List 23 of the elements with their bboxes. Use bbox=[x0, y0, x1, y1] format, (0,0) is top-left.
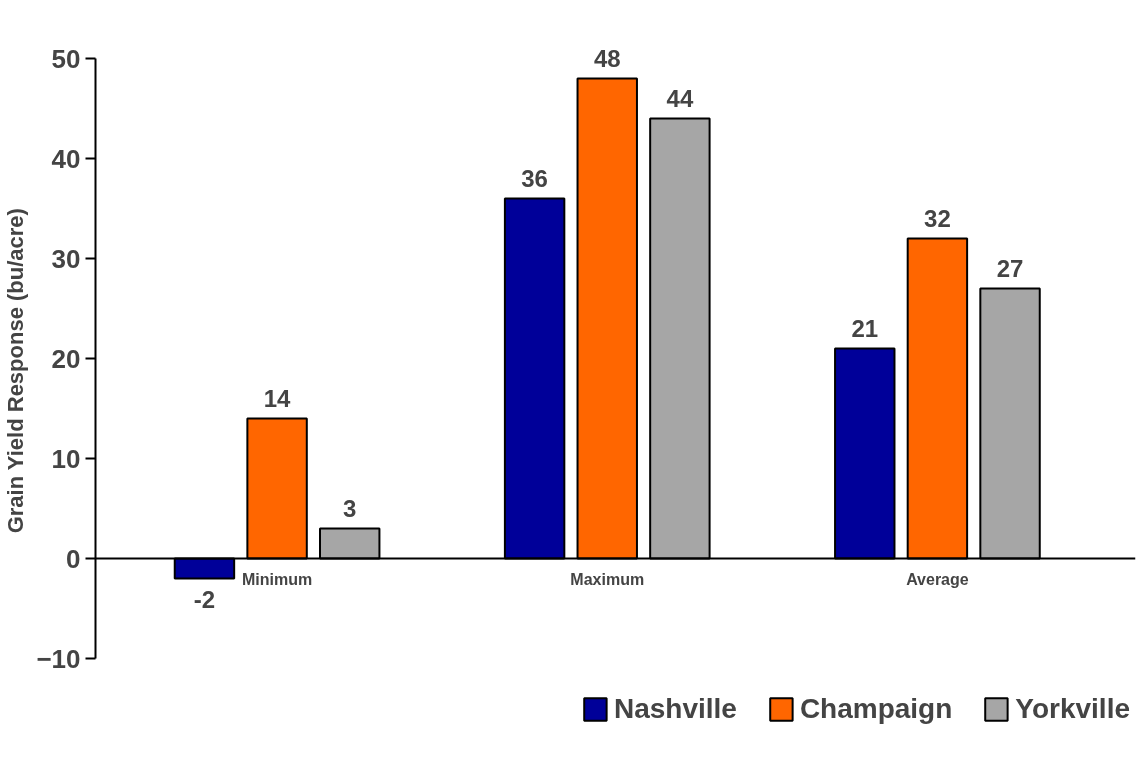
data-label: 14 bbox=[263, 384, 292, 412]
data-label: 27 bbox=[996, 254, 1024, 282]
y-tick-label: 10 bbox=[51, 443, 81, 474]
y-tick-label: 50 bbox=[51, 43, 81, 74]
y-tick-label: −10 bbox=[36, 643, 81, 674]
x-tick-label: Average bbox=[906, 570, 969, 588]
y-tick-label: 40 bbox=[51, 143, 81, 174]
legend-label: Nashville bbox=[613, 693, 737, 725]
data-label: 21 bbox=[851, 314, 879, 342]
y-tick-label: 20 bbox=[51, 343, 81, 374]
legend-label: Yorkville bbox=[1015, 693, 1130, 725]
x-tick-label: Minimum bbox=[241, 570, 313, 588]
data-label: 3 bbox=[343, 494, 357, 522]
y-tick-label: 0 bbox=[66, 543, 81, 574]
data-label: 48 bbox=[593, 44, 621, 72]
data-label: 36 bbox=[521, 164, 548, 192]
y-tick-label: 30 bbox=[51, 243, 81, 274]
legend-label: Champaign bbox=[799, 693, 953, 725]
x-tick-label: Maximum bbox=[570, 570, 645, 588]
data-label: 32 bbox=[924, 204, 951, 232]
y-axis-title: Grain Yield Response (bu/acre) bbox=[3, 208, 29, 534]
data-label: 44 bbox=[666, 84, 694, 112]
data-label: -2 bbox=[193, 585, 216, 613]
